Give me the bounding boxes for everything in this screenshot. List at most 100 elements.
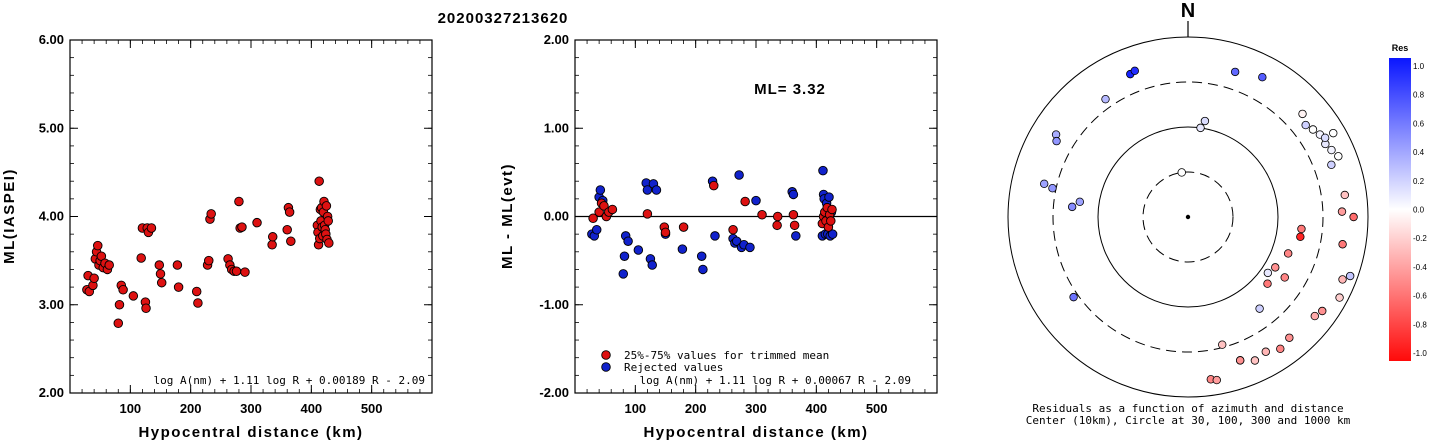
ml-data-point	[136, 253, 146, 263]
y-axis-ticks: -2.00 -1.00 0.00 1.00 2.00	[539, 32, 937, 400]
ml-data-point	[237, 222, 247, 232]
station-marker	[1308, 125, 1318, 134]
residual-vs-distance-chart: 100 200 300 400 500 -2.00 -1.00 0.00 1.00 2.00 M…	[499, 32, 938, 441]
x-tick-label: 400	[300, 401, 322, 416]
trimmed-data-point	[740, 196, 750, 207]
trimmed-data-point	[757, 209, 767, 220]
station-marker	[1337, 207, 1347, 216]
station-marker	[1040, 179, 1049, 189]
rejected-data-point	[788, 189, 799, 200]
ml-value-label: ML= 3.32	[754, 81, 826, 98]
trimmed-data-point	[772, 220, 782, 231]
station-marker	[1338, 240, 1347, 249]
ml-data-point	[231, 266, 242, 276]
y-tick-label: 0.00	[544, 209, 569, 224]
ml-data-point	[118, 284, 128, 295]
ml-data-point	[93, 240, 103, 251]
ml-data-point	[191, 286, 202, 297]
rejected-data-point	[651, 185, 662, 195]
station-marker	[1255, 304, 1264, 313]
data-points	[587, 165, 838, 279]
y-tick-label: 6.00	[39, 32, 64, 47]
trimmed-data-point	[594, 207, 604, 217]
station-marker	[1130, 66, 1139, 76]
rejected-data-point	[696, 251, 707, 261]
ml-data-point	[155, 269, 166, 279]
plot-frame	[69, 39, 433, 394]
legend-rejected-marker	[601, 362, 611, 372]
ml-data-point	[156, 277, 167, 288]
colorbar-title: Res	[1392, 43, 1409, 53]
trimmed-data-point	[642, 209, 653, 219]
station-marker	[1285, 333, 1294, 342]
rejected-data-point	[677, 244, 688, 254]
trimmed-data-point	[728, 224, 738, 235]
x-tick-label: 500	[866, 401, 888, 416]
colorbar-tick-label: -0.4	[1413, 263, 1427, 272]
ml-data-point	[146, 223, 157, 233]
rejected-data-point	[824, 192, 834, 202]
station-marker	[1075, 197, 1085, 206]
y-tick-label: -1.00	[539, 297, 569, 312]
ml-data-point	[141, 303, 151, 314]
trimmed-data-point	[588, 213, 598, 224]
map-caption-line2: Center (10km), Circle at 30, 100, 300 an…	[1026, 414, 1351, 427]
x-tick-label: 100	[624, 401, 646, 416]
ml-data-point	[240, 267, 250, 277]
colorbar-tick-label: 0.2	[1413, 177, 1425, 186]
ml-data-point	[128, 291, 139, 301]
colorbar-tick-label: 0.8	[1413, 91, 1425, 100]
trimmed-data-point	[827, 204, 837, 215]
station-marker	[1258, 73, 1267, 82]
rejected-data-point	[591, 224, 602, 235]
ml-data-point	[267, 232, 278, 242]
station-marker	[1335, 293, 1344, 302]
ml-data-point	[173, 282, 184, 292]
y-axis-label: ML - ML(evt)	[499, 163, 516, 269]
colorbar-tick-label: 0.4	[1413, 148, 1425, 157]
rejected-data-point	[618, 269, 629, 279]
station-marker	[1048, 183, 1057, 193]
rejected-data-point	[710, 231, 720, 241]
colorbar-ticks: 1.0 0.8 0.6 0.4 0.2 0.0 -0.2 -0.4 -0.6 -0.8 -1.0	[1413, 62, 1427, 358]
trimmed-data-point	[826, 216, 836, 226]
ml-data-point	[252, 217, 262, 228]
trimmed-data-point	[772, 211, 783, 222]
rejected-data-point	[633, 245, 644, 255]
station-marker	[1196, 123, 1205, 133]
colorbar-tick-label: -1.0	[1413, 349, 1427, 358]
ml-data-point	[104, 260, 114, 270]
ml-data-point	[154, 260, 165, 270]
x-tick-label: 100	[119, 401, 141, 416]
ml-data-point	[172, 260, 183, 270]
ml-data-point	[267, 239, 277, 250]
station-marker	[1261, 347, 1270, 356]
station-marker	[1318, 306, 1327, 316]
north-label: N	[1181, 0, 1195, 22]
ml-data-point	[284, 207, 295, 217]
rejected-data-point	[623, 236, 633, 246]
trimmed-data-point	[660, 227, 671, 238]
ml-data-point	[114, 300, 125, 310]
station-marker	[1298, 109, 1307, 119]
azimuth-distance-map: N Residuals as a function of azimuth and…	[1007, 0, 1369, 427]
rejected-data-point	[619, 251, 630, 261]
station-marker	[1276, 344, 1285, 354]
ml-data-point	[206, 209, 216, 219]
rejected-data-point	[647, 260, 657, 270]
trimmed-data-point	[607, 204, 618, 215]
station-marker	[1296, 232, 1305, 242]
y-tick-label: 3.00	[39, 297, 64, 312]
legend-trimmed-marker	[601, 350, 611, 360]
station-marker	[1329, 128, 1338, 138]
y-tick-label: 2.00	[544, 32, 569, 47]
station-marker	[1263, 279, 1272, 288]
x-axis-ticks: 100 200 300 400 500	[574, 40, 938, 416]
legend-trimmed-label: 25%-75% values for trimmed mean	[624, 349, 829, 362]
rejected-data-point	[791, 231, 801, 241]
station-marker	[1340, 190, 1349, 200]
y-tick-label: -2.00	[539, 385, 569, 400]
station-marker	[1263, 268, 1273, 278]
residual-colorbar: Res 1.0 0.8 0.6 0.4 0.2 0.0 -0.2 -0.4 -0.6 -0.8 -1…	[1389, 43, 1427, 361]
